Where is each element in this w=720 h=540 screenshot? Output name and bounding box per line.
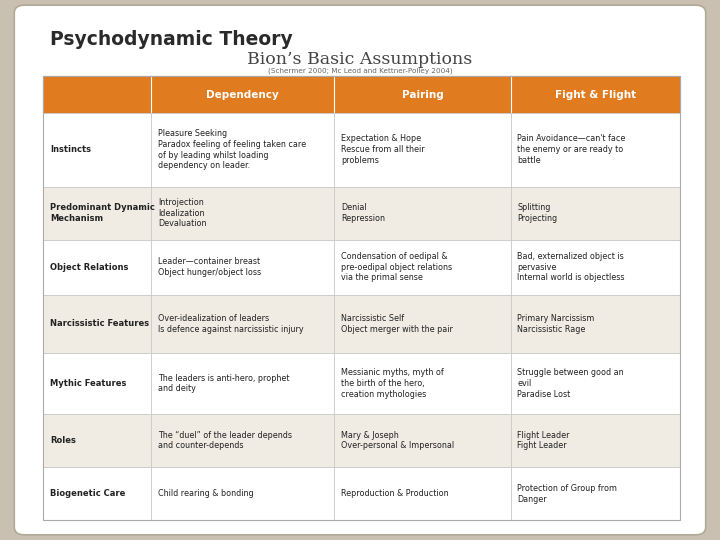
Text: Protection of Group from
Danger: Protection of Group from Danger [518, 484, 617, 504]
Text: (Schermer 2000; Mc Leod and Kettner-Polley 2004): (Schermer 2000; Mc Leod and Kettner-Poll… [268, 67, 452, 73]
Text: Narcissistic Features: Narcissistic Features [50, 319, 149, 328]
Text: Fight & Flight: Fight & Flight [555, 90, 636, 100]
Text: Splitting
Projecting: Splitting Projecting [518, 203, 557, 223]
Text: Bad, externalized object is
pervasive
Internal world is objectless: Bad, externalized object is pervasive In… [518, 252, 625, 282]
Bar [43, 76, 680, 521]
Bar [334, 240, 510, 295]
FancyBboxPatch shape [14, 5, 706, 535]
Bar [334, 414, 510, 467]
Text: Roles: Roles [50, 436, 76, 445]
Text: Psychodynamic Theory: Psychodynamic Theory [50, 30, 293, 49]
Text: Primary Narcissism
Narcissistic Rage: Primary Narcissism Narcissistic Rage [518, 314, 595, 334]
Text: Struggle between good an
evil
Paradise Lost: Struggle between good an evil Paradise L… [518, 368, 624, 399]
Bar [510, 467, 680, 521]
Text: Instincts: Instincts [50, 145, 91, 154]
Bar [510, 186, 680, 240]
Text: Predominant Dynamic
Mechanism: Predominant Dynamic Mechanism [50, 203, 155, 223]
Bar [510, 414, 680, 467]
Text: Mary & Joseph
Over-personal & Impersonal: Mary & Joseph Over-personal & Impersonal [341, 430, 454, 450]
Bar [510, 240, 680, 295]
Text: Expectation & Hope
Rescue from all their
problems: Expectation & Hope Rescue from all their… [341, 134, 425, 165]
Text: The “duel” of the leader depends
and counter-depends: The “duel” of the leader depends and cou… [158, 430, 292, 450]
Text: Reproduction & Production: Reproduction & Production [341, 489, 449, 498]
Bar [151, 353, 334, 414]
Bar [43, 240, 151, 295]
Text: Bion’s Basic Assumptions: Bion’s Basic Assumptions [248, 51, 472, 68]
Bar [151, 240, 334, 295]
Bar [151, 295, 334, 353]
Bar [334, 467, 510, 521]
Bar [151, 186, 334, 240]
Text: Pairing: Pairing [402, 90, 444, 100]
Bar [43, 186, 151, 240]
Bar [151, 414, 334, 467]
Text: Denial
Repression: Denial Repression [341, 203, 385, 223]
Text: Over-idealization of leaders
Is defence against narcissistic injury: Over-idealization of leaders Is defence … [158, 314, 304, 334]
Text: Mythic Features: Mythic Features [50, 379, 127, 388]
Bar [510, 295, 680, 353]
Bar [43, 76, 680, 113]
Bar [43, 414, 151, 467]
Bar [151, 467, 334, 521]
Bar [151, 113, 334, 186]
Text: Dependency: Dependency [207, 90, 279, 100]
Text: Leader—container breast
Object hunger/object loss: Leader—container breast Object hunger/ob… [158, 258, 261, 277]
Bar [43, 353, 151, 414]
Text: Pleasure Seeking
Paradox feeling of feeling taken care
of by leading whilst load: Pleasure Seeking Paradox feeling of feel… [158, 129, 306, 170]
Text: Object Relations: Object Relations [50, 262, 128, 272]
Text: Child rearing & bonding: Child rearing & bonding [158, 489, 253, 498]
Text: Biogenetic Care: Biogenetic Care [50, 489, 125, 498]
Bar [334, 295, 510, 353]
Text: Introjection
Idealization
Devaluation: Introjection Idealization Devaluation [158, 198, 207, 228]
Text: Narcissistic Self
Object merger with the pair: Narcissistic Self Object merger with the… [341, 314, 453, 334]
Text: The leaders is anti-hero, prophet
and deity: The leaders is anti-hero, prophet and de… [158, 374, 289, 393]
Text: Condensation of oedipal &
pre-oedipal object relations
via the primal sense: Condensation of oedipal & pre-oedipal ob… [341, 252, 452, 282]
Bar [510, 353, 680, 414]
Bar [334, 113, 510, 186]
Text: Flight Leader
Fight Leader: Flight Leader Fight Leader [518, 430, 570, 450]
Bar [510, 113, 680, 186]
Bar [43, 113, 151, 186]
Bar [43, 295, 151, 353]
Bar [334, 353, 510, 414]
Bar [43, 467, 151, 521]
Text: Pain Avoidance—can't face
the enemy or are ready to
battle: Pain Avoidance—can't face the enemy or a… [518, 134, 626, 165]
Bar [334, 186, 510, 240]
Text: Messianic myths, myth of
the birth of the hero,
creation mythologies: Messianic myths, myth of the birth of th… [341, 368, 444, 399]
